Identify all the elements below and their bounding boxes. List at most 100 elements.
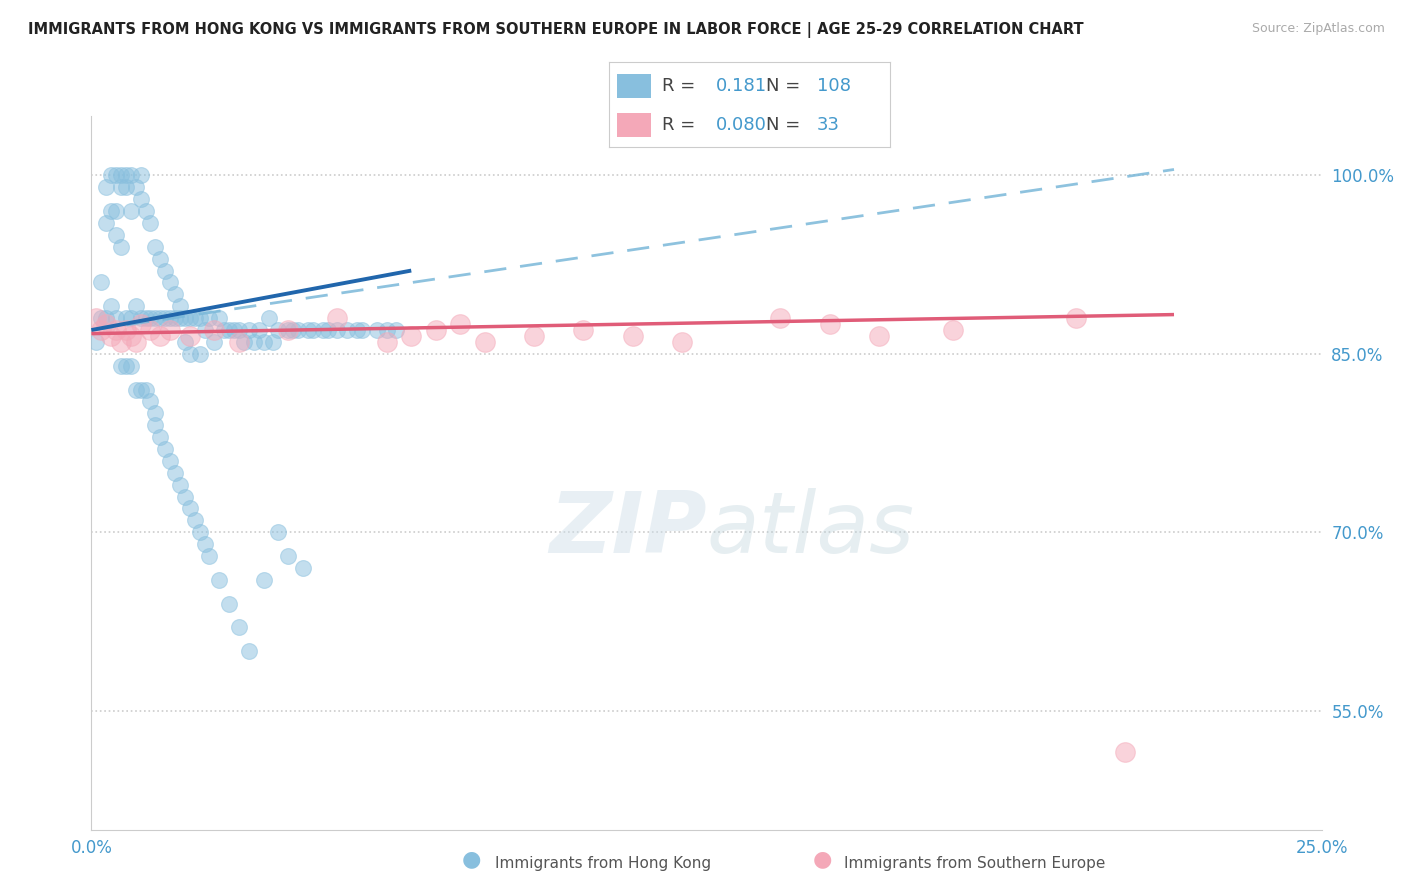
Text: 0.181: 0.181 [716,78,766,95]
Point [105,204,127,219]
Point [163,287,186,301]
Point [114,180,138,194]
Text: 33: 33 [817,116,839,134]
Point [179,311,201,326]
Point [120,311,142,326]
Point [149,252,172,266]
Point [169,299,191,313]
Point [425,323,447,337]
Point [129,311,152,326]
Point [114,323,138,337]
Point [159,454,181,468]
Point [941,323,963,337]
Point [153,442,177,456]
Point [86,334,108,349]
Point [149,430,172,444]
Point [188,347,211,361]
Point [179,347,201,361]
Text: Source: ZipAtlas.com: Source: ZipAtlas.com [1251,22,1385,36]
Point [218,323,240,337]
Point [90,276,112,290]
Y-axis label: In Labor Force | Age 25-29: In Labor Force | Age 25-29 [0,363,8,582]
Point [179,329,201,343]
Point [202,334,225,349]
Text: ZIP: ZIP [548,488,706,572]
Text: N =: N = [766,78,800,95]
Point [316,323,339,337]
Point [297,323,319,337]
Text: 108: 108 [817,78,851,95]
Point [96,311,117,326]
Point [163,466,186,480]
Point [129,192,152,206]
Point [262,334,284,349]
Point [267,323,290,337]
Point [202,323,225,337]
Point [238,644,260,658]
Point [105,311,127,326]
Point [90,311,112,326]
Point [208,311,231,326]
Text: atlas: atlas [706,488,914,572]
Point [385,323,408,337]
Point [868,329,890,343]
Point [124,334,146,349]
Point [139,394,162,409]
Point [153,263,177,277]
Point [169,311,191,326]
Bar [617,113,651,137]
Text: ●: ● [461,850,481,870]
Point [198,549,221,563]
Point [96,180,117,194]
Point [105,227,127,242]
Point [621,329,644,343]
Point [129,317,152,331]
Point [100,329,122,343]
Point [287,323,309,337]
Point [238,323,260,337]
Point [291,561,314,575]
Point [523,329,546,343]
Point [188,311,211,326]
Text: N =: N = [766,116,800,134]
Point [222,323,246,337]
Point [769,311,792,326]
Point [399,329,422,343]
Point [149,311,172,326]
Point [86,311,108,326]
Point [100,204,122,219]
Text: Immigrants from Hong Kong: Immigrants from Hong Kong [495,855,711,871]
Point [159,311,181,326]
Point [183,311,207,326]
Point [139,311,162,326]
Point [145,418,166,433]
Point [159,323,181,337]
Point [277,323,299,337]
Point [277,323,299,337]
Point [145,311,166,326]
Point [149,329,172,343]
Point [110,334,132,349]
Point [336,323,359,337]
Point [228,334,250,349]
Point [326,323,349,337]
Point [120,359,142,373]
Point [129,169,152,183]
Point [449,317,471,331]
Point [208,573,231,587]
Point [110,359,132,373]
Point [120,329,142,343]
Point [124,299,146,313]
Point [281,323,304,337]
Point [124,383,146,397]
Point [253,334,276,349]
Point [366,323,388,337]
Point [169,477,191,491]
Text: IMMIGRANTS FROM HONG KONG VS IMMIGRANTS FROM SOUTHERN EUROPE IN LABOR FORCE | AG: IMMIGRANTS FROM HONG KONG VS IMMIGRANTS … [28,22,1084,38]
Point [218,597,240,611]
Point [96,216,117,230]
Point [671,334,693,349]
Point [120,169,142,183]
Point [105,169,127,183]
Point [139,216,162,230]
